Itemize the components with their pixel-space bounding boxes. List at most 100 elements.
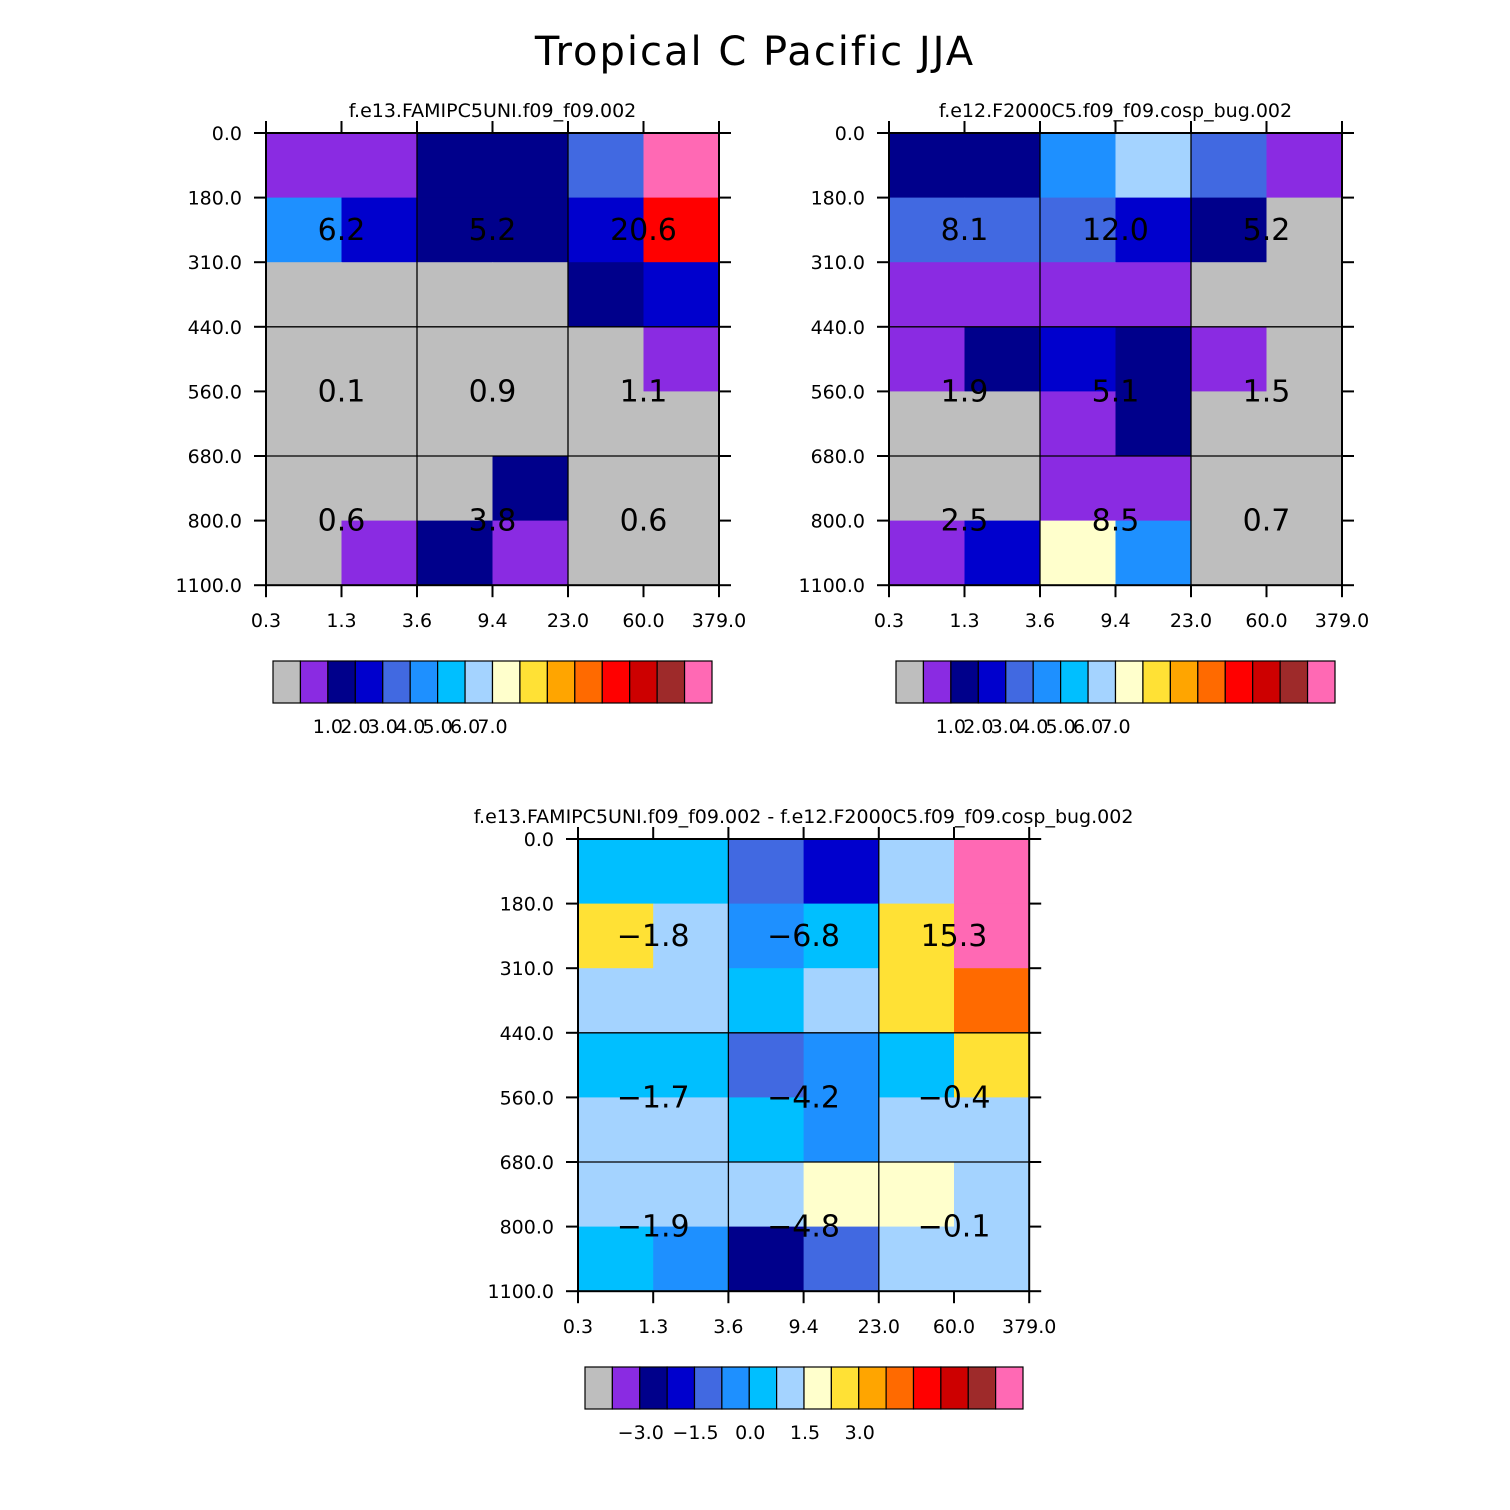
heatmap-cell: [578, 1226, 654, 1292]
box-value-label: −0.4: [918, 1080, 991, 1115]
heatmap-cell: [266, 520, 343, 586]
heatmap-cell: [1040, 133, 1117, 199]
heatmap-cell: [728, 1032, 805, 1098]
heatmap-cell: [1191, 133, 1268, 199]
y-tick-label: 0.0: [212, 123, 242, 145]
heatmap-cell: [417, 197, 494, 263]
heatmap-cell: [578, 839, 654, 905]
heatmap-cell: [643, 520, 720, 586]
colorbar-swatch: [666, 1366, 696, 1410]
x-tick-label: 60.0: [1245, 610, 1287, 632]
heatmap-cell: [1191, 456, 1268, 522]
heatmap-cell: [728, 839, 805, 905]
colorbar-swatch: [940, 1366, 969, 1410]
colorbar-label: 2.0: [963, 716, 993, 738]
heatmap-cell: [643, 262, 720, 328]
x-tick-label: 0.3: [874, 610, 904, 632]
heatmap-cell: [578, 903, 654, 969]
heatmap-cell: [266, 197, 343, 263]
heatmap-cell: [1115, 391, 1192, 457]
heatmap-cell: [568, 133, 645, 199]
colorbar-swatch: [464, 660, 494, 704]
heatmap-cell: [653, 1097, 729, 1163]
colorbar-swatch: [584, 1366, 613, 1410]
heatmap-cell: [803, 1226, 880, 1292]
heatmap-cell: [878, 1097, 955, 1163]
colorbar-swatch: [299, 660, 329, 704]
heatmap-cell: [728, 1097, 805, 1163]
heatmap-cell: [1191, 391, 1268, 457]
heatmap-cell: [889, 456, 966, 522]
heatmap-cell: [417, 262, 494, 328]
heatmap-cell: [341, 456, 418, 522]
heatmap-cell: [954, 903, 1030, 969]
colorbar-label: 7.0: [477, 716, 507, 738]
heatmap-cell: [1040, 197, 1117, 263]
heatmap-cell: [266, 133, 343, 199]
heatmap-cell: [417, 391, 494, 457]
panel-3: f.e13.FAMIPC5UNI.f09_f09.002 - f.e12.F20…: [474, 806, 1134, 1444]
colorbar-swatch: [546, 660, 576, 704]
colorbar-swatch: [272, 660, 302, 704]
heatmap-cell: [1040, 520, 1117, 586]
x-tick-label: 60.0: [622, 610, 664, 632]
heatmap-cell: [954, 839, 1030, 905]
colorbar-swatch: [683, 660, 713, 704]
heatmap-cell: [266, 326, 343, 392]
colorbar-label: 5.0: [1046, 716, 1076, 738]
colorbar-swatch: [748, 1366, 778, 1410]
heatmap-cell: [568, 391, 645, 457]
colorbar-swatch: [1032, 660, 1062, 704]
x-tick-label: 23.0: [858, 1316, 900, 1338]
heatmap-cell: [1115, 133, 1192, 199]
heatmap-cell: [878, 1226, 955, 1292]
box-value-label: 6.2: [318, 213, 366, 248]
box-value-label: −4.2: [767, 1080, 840, 1115]
colorbar-swatch: [721, 1366, 750, 1410]
y-tick-label: 310.0: [811, 252, 865, 274]
y-tick-label: 180.0: [188, 188, 242, 210]
box-value-label: 1.9: [941, 374, 989, 409]
colorbar-swatch: [382, 660, 411, 704]
colorbar-swatch: [1142, 660, 1171, 704]
heatmap-cell: [728, 903, 805, 969]
heatmap-cell: [341, 133, 418, 199]
heatmap-cell: [417, 520, 494, 586]
y-tick-label: 310.0: [188, 252, 242, 274]
heatmap-cell: [341, 197, 418, 263]
box-value-label: −1.7: [617, 1080, 690, 1115]
heatmap-cell: [1191, 262, 1268, 328]
colorbar-swatch: [491, 660, 521, 704]
colorbar-label: −3.0: [618, 1422, 664, 1444]
box-value-label: 5.2: [1243, 213, 1291, 248]
heatmap-cell: [803, 903, 880, 969]
heatmap-cell: [1115, 456, 1192, 522]
heatmap-cell: [266, 391, 343, 457]
heatmap-cell: [568, 456, 645, 522]
heatmap-cell: [492, 197, 569, 263]
panel-1: f.e13.FAMIPC5UNI.f09_f09.002 6.2 5.2 20.6 0.…: [176, 100, 747, 738]
heatmap-cell: [492, 326, 569, 392]
heatmap-cell: [653, 839, 729, 905]
x-tick-label: 3.6: [713, 1316, 743, 1338]
heatmap-cell: [964, 391, 1041, 457]
colorbar-swatch: [656, 660, 686, 704]
heatmap-cell: [1266, 262, 1343, 328]
panel-title: f.e12.F2000C5.f09_f09.cosp_bug.002: [939, 100, 1292, 122]
colorbar-swatch: [803, 1366, 832, 1410]
heatmap-cell: [964, 197, 1041, 263]
heatmap-cell: [964, 326, 1041, 392]
heatmap-cell: [889, 326, 966, 392]
x-tick-label: 379.0: [1002, 1316, 1056, 1338]
heatmap-cell: [568, 520, 645, 586]
colorbar-label: 6.0: [450, 716, 480, 738]
colorbar-swatch: [1169, 660, 1199, 704]
colorbar-swatch: [1114, 660, 1144, 704]
colorbar-label: 3.0: [845, 1422, 875, 1444]
heatmap-cell: [954, 1032, 1030, 1098]
heatmap-cell: [889, 520, 966, 586]
heatmap-cell: [266, 262, 343, 328]
colorbar-label: 1.5: [790, 1422, 820, 1444]
y-tick-label: 800.0: [188, 511, 242, 533]
heatmap-cell: [1266, 197, 1343, 263]
